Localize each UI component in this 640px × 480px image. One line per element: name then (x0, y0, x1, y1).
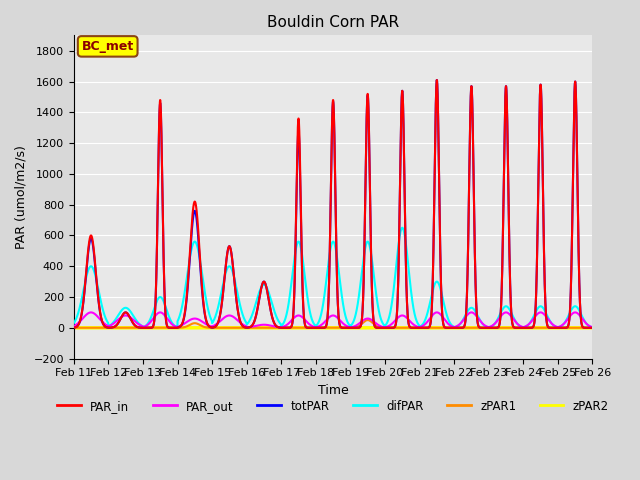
Text: BC_met: BC_met (81, 40, 134, 53)
Legend: PAR_in, PAR_out, totPAR, difPAR, zPAR1, zPAR2: PAR_in, PAR_out, totPAR, difPAR, zPAR1, … (52, 395, 614, 417)
X-axis label: Time: Time (317, 384, 348, 397)
Y-axis label: PAR (umol/m2/s): PAR (umol/m2/s) (15, 145, 28, 249)
Title: Bouldin Corn PAR: Bouldin Corn PAR (267, 15, 399, 30)
